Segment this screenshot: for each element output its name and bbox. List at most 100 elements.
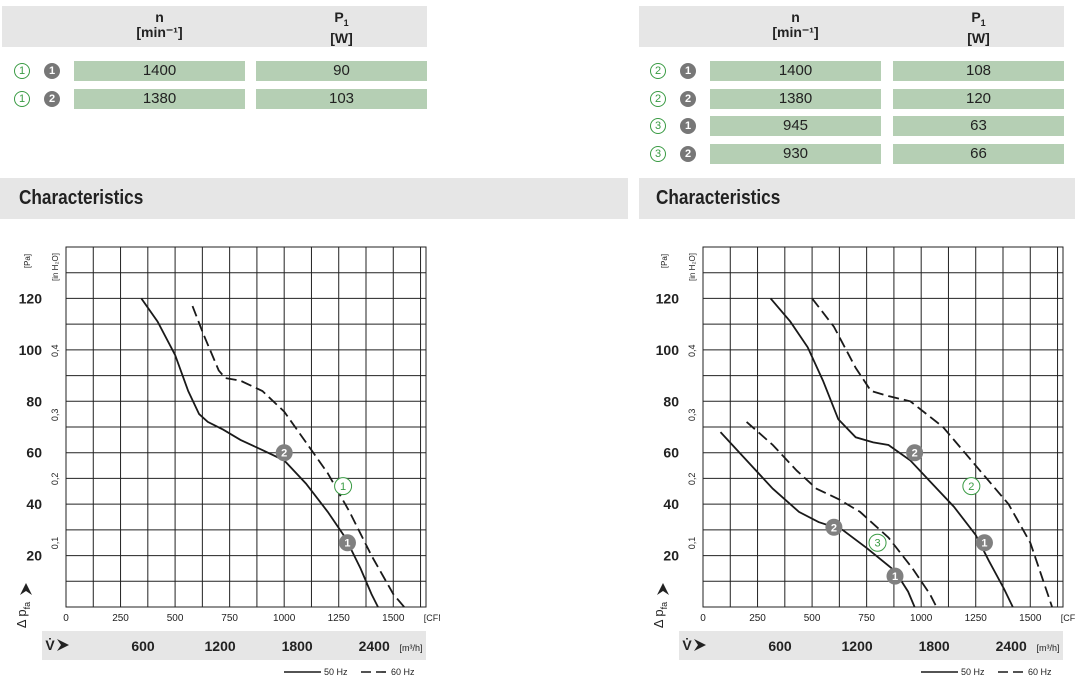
y-tick-label-inh2o: 0,1 — [687, 537, 697, 550]
section-title-text: Characteristics — [19, 187, 144, 209]
section-title-left: Characteristics — [0, 178, 628, 219]
stage-marker-icon — [825, 518, 843, 536]
x-tick-label-cfm: 750 — [221, 613, 238, 624]
series-line-60hz — [191, 305, 405, 608]
y-tick-label-pa: 120 — [656, 290, 680, 306]
stage-marker-label: 1 — [981, 538, 987, 550]
y-tick-label-pa: 60 — [26, 445, 42, 461]
y-axis-symbol-sub: fa — [22, 602, 32, 610]
stage-marker-icon — [886, 567, 904, 585]
stage-number-icon: 2 — [44, 90, 60, 107]
stage-number-icon: 2 — [680, 146, 696, 163]
y-unit-pa: [Pa] — [660, 254, 669, 268]
col-n-label: n — [791, 9, 800, 25]
x-tick-label-cfm: 1000 — [273, 613, 296, 624]
x-tick-label-cfm: 250 — [749, 613, 766, 624]
y-tick-label-inh2o: 0,2 — [50, 473, 60, 486]
x-tick-label-m3h: 2400 — [359, 638, 390, 654]
x-tick-label-cfm: 750 — [858, 613, 875, 624]
y-tick-label-inh2o: 0,1 — [50, 537, 60, 550]
curve-marker-icon — [334, 477, 353, 496]
series-line-60hz — [746, 421, 938, 608]
x-tick-label-cfm: 1000 — [910, 613, 933, 624]
y-axis-symbol-main: Δ p — [651, 609, 666, 628]
col-p-symbol: P — [334, 9, 344, 25]
curve-number-icon: 3 — [650, 118, 666, 135]
stage-number-icon: 1 — [680, 63, 696, 79]
m3h-axis-band — [679, 631, 1063, 660]
legend-solid-label: 50 Hz — [324, 667, 348, 677]
stage-marker-label: 1 — [344, 538, 350, 550]
stage-marker-label: 2 — [912, 448, 918, 460]
speed-cell: 1380 — [74, 88, 245, 109]
stage-marker-label: 1 — [892, 571, 898, 583]
curve-number-icon: 2 — [650, 63, 666, 79]
col-n-label: n — [155, 9, 164, 25]
x-tick-label-m3h: 2400 — [996, 638, 1027, 654]
x-unit-m3h: [m³/h] — [399, 643, 422, 653]
stage-marker-icon — [906, 444, 924, 462]
stage-marker-icon — [975, 534, 993, 552]
power-cell: 108 — [893, 61, 1064, 81]
col-p-label: P1 — [256, 10, 427, 31]
speed-cell: 1400 — [710, 61, 881, 81]
col-p-symbol: P — [971, 9, 981, 25]
characteristic-chart-right: 0250500750100012501500[CFM]V̇60012001800… — [651, 246, 1075, 677]
x-unit-cfm: [CFM] — [424, 613, 440, 623]
curve-number-icon: 1 — [14, 90, 30, 107]
curve-marker-icon — [868, 533, 887, 552]
x-tick-label-m3h: 1800 — [919, 638, 950, 654]
y-tick-label-pa: 40 — [663, 496, 679, 512]
x-tick-label-m3h: 1200 — [842, 638, 873, 654]
x-unit-cfm: [CFM] — [1061, 613, 1075, 623]
characteristic-chart-left: 0250500750100012501500[CFM]V̇60012001800… — [14, 246, 440, 677]
section-title-text: Characteristics — [656, 187, 781, 209]
col-p-sub: 1 — [343, 17, 349, 28]
stage-number-icon: 2 — [680, 90, 696, 107]
x-tick-label-cfm: 0 — [700, 613, 706, 624]
series-line-60hz — [811, 297, 1053, 608]
legend-dashed-label: 60 Hz — [1028, 667, 1052, 677]
col-n-unit: [min⁻¹] — [772, 24, 819, 40]
col-n-header-left: n [min⁻¹] — [74, 10, 245, 40]
series-line-50hz — [140, 297, 379, 608]
speed-cell: 1400 — [74, 61, 245, 81]
y-tick-label-inh2o: 0,2 — [687, 473, 697, 486]
speed-cell: 1380 — [710, 88, 881, 109]
stage-marker-label: 2 — [281, 448, 287, 460]
y-axis-symbol: Δ pfa — [651, 602, 669, 628]
x-axis-symbol: V̇ — [682, 637, 692, 653]
y-tick-label-inh2o: 0,3 — [687, 409, 697, 422]
y-tick-label-pa: 120 — [19, 290, 43, 306]
y-axis-symbol-sub: fa — [659, 602, 669, 610]
stage-number-icon: 1 — [44, 63, 60, 79]
stage-marker-label: 2 — [831, 522, 837, 534]
y-tick-label-pa: 40 — [26, 496, 42, 512]
x-unit-m3h: [m³/h] — [1036, 643, 1059, 653]
col-p-label: P1 — [893, 10, 1064, 31]
table-header-right — [639, 6, 1064, 47]
y-tick-label-pa: 20 — [26, 548, 42, 564]
curve-marker-label: 2 — [968, 481, 974, 493]
x-tick-label-cfm: 1500 — [1019, 613, 1042, 624]
stage-number-icon: 1 — [680, 118, 696, 135]
power-cell: 120 — [893, 88, 1064, 109]
y-tick-label-inh2o: 0,4 — [50, 345, 60, 358]
x-axis-symbol: V̇ — [45, 637, 55, 653]
col-n-unit: [min⁻¹] — [136, 24, 183, 40]
col-p-header-left: P1 [W] — [256, 10, 427, 46]
power-cell: 103 — [256, 88, 427, 109]
y-tick-label-pa: 100 — [19, 342, 43, 358]
stage-marker-icon — [338, 534, 356, 552]
table-header-left — [2, 6, 427, 47]
section-title-right: Characteristics — [639, 178, 1075, 219]
x-tick-label-cfm: 1500 — [382, 613, 405, 624]
x-tick-label-m3h: 600 — [768, 638, 792, 654]
x-tick-label-cfm: 0 — [63, 613, 69, 624]
y-tick-label-pa: 100 — [656, 342, 680, 358]
col-p-sub: 1 — [980, 17, 986, 28]
col-p-header-right: P1 [W] — [893, 10, 1064, 46]
legend-solid-label: 50 Hz — [961, 667, 985, 677]
curve-number-icon: 1 — [14, 63, 30, 79]
x-tick-label-cfm: 500 — [167, 613, 184, 624]
